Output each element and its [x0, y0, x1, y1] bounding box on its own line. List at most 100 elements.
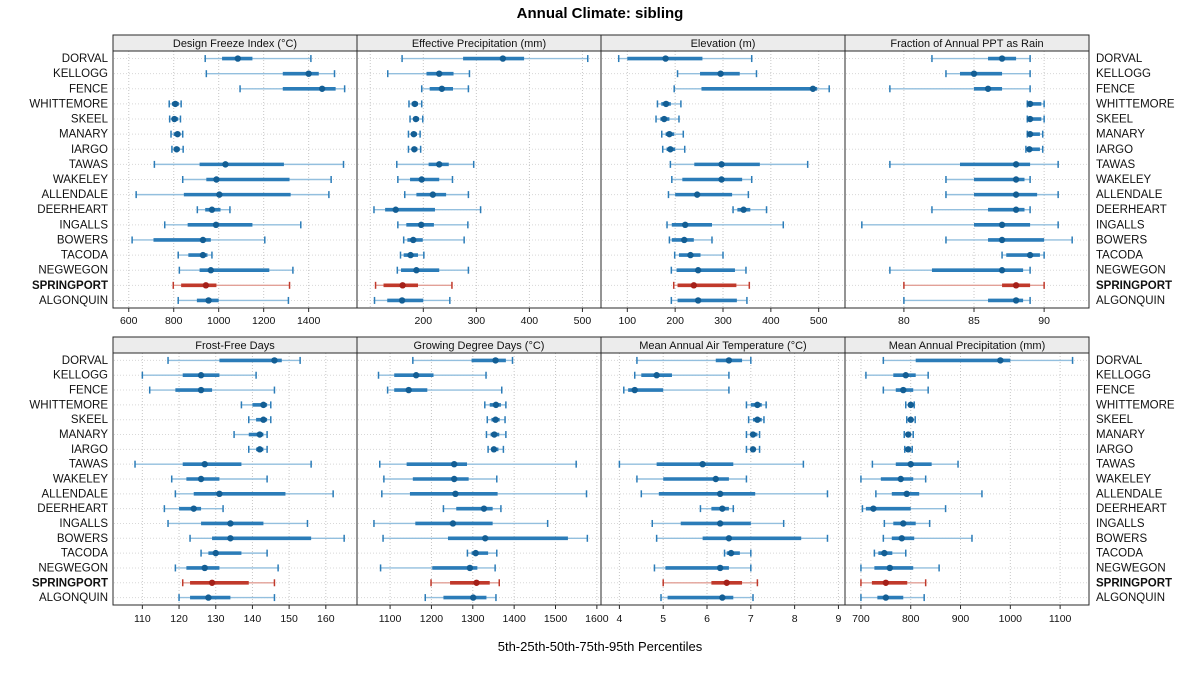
median-dot [881, 549, 888, 557]
median-dot [482, 535, 489, 542]
median-dot [492, 416, 499, 423]
median-dot [205, 297, 212, 304]
median-dot [472, 549, 479, 557]
series-tacoda [1001, 251, 1045, 259]
series-ingalls [651, 519, 785, 527]
series-manary [903, 431, 914, 439]
tick-label: 400 [762, 315, 780, 327]
site-label-right-tawas: TAWAS [1096, 159, 1136, 171]
median-dot [173, 146, 180, 153]
series-skeel [747, 416, 765, 424]
series-deerheart [861, 505, 947, 513]
tick-label: 800 [902, 613, 920, 625]
tick-label: 600 [120, 315, 138, 327]
site-label-right-kellogg: KELLOGG [1096, 68, 1151, 80]
median-dot [725, 535, 733, 542]
median-dot [260, 416, 267, 423]
tick-label: 200 [415, 315, 433, 327]
median-dot [490, 446, 498, 453]
series-fence [882, 386, 929, 394]
median-dot [717, 70, 724, 77]
site-label-right-iargo: IARGO [1096, 444, 1133, 456]
series-fence [889, 85, 1031, 93]
median-dot [718, 161, 725, 168]
median-dot [900, 520, 907, 527]
median-dot [399, 282, 406, 289]
series-algonquin [178, 594, 276, 602]
series-algonquin [903, 296, 1031, 304]
panel-header-title: Effective Precipitation (mm) [412, 38, 546, 50]
series-kellogg [387, 70, 471, 78]
median-dot [201, 564, 208, 572]
median-dot [809, 85, 817, 92]
site-label-left-wakeley: WAKELEY [53, 174, 109, 186]
series-deerheart [699, 505, 735, 513]
series-springport [672, 281, 751, 289]
median-dot [653, 372, 660, 379]
panel-mean-annual-precipitation-mm: 700 800 900 1000 1100 Mean Annual Precipitati… [844, 336, 1090, 625]
site-label-right-skeel: SKEEL [1096, 114, 1134, 126]
series-whittemore [168, 100, 182, 108]
site-label-left-tacoda: TACODA [61, 548, 108, 560]
series-manary [661, 130, 685, 138]
tick-label: 110 [134, 613, 151, 625]
series-tacoda [723, 549, 752, 557]
site-label-right-allendale: ALLENDALE [1096, 488, 1163, 500]
series-tawas [669, 160, 809, 168]
tick-label: 500 [574, 315, 592, 327]
median-dot [212, 549, 219, 557]
panel-frost-free-days: 110 120 130 140 150 160 Frost-Free Days [112, 336, 358, 625]
series-springport [662, 579, 759, 587]
panel-header-title: Growing Degree Days (°C) [414, 340, 545, 352]
tick-label: 1200 [252, 315, 276, 327]
series-iargo [171, 145, 184, 153]
site-label-right-dorval: DORVAL [1096, 53, 1143, 65]
series-tawas [134, 460, 312, 468]
series-whittemore [240, 401, 272, 409]
series-kellogg [865, 371, 929, 379]
chart-title: Annual Climate: sibling [516, 5, 684, 22]
median-dot [411, 100, 419, 108]
series-dorval [204, 55, 312, 63]
median-dot [1012, 191, 1020, 198]
series-iargo [745, 445, 761, 453]
median-dot [907, 460, 914, 468]
series-skeel [409, 115, 424, 123]
median-dot [727, 549, 735, 557]
series-algonquin [177, 296, 290, 304]
median-dot [473, 579, 480, 586]
median-dot [1026, 251, 1034, 259]
series-wakeley [383, 475, 498, 483]
series-fence [239, 85, 346, 93]
series-tacoda [466, 549, 498, 557]
tick-label: 1100 [1049, 613, 1072, 625]
series-manary [485, 431, 507, 439]
series-skeel [248, 416, 272, 424]
median-dot [418, 176, 425, 183]
series-dorval [401, 55, 589, 63]
tick-label: 85 [968, 315, 980, 327]
series-ingalls [163, 221, 302, 229]
series-dorval [617, 55, 753, 63]
median-dot [202, 282, 210, 289]
tick-label: 4 [616, 613, 622, 625]
series-skeel [905, 416, 916, 424]
site-label-right-kellogg: KELLOGG [1096, 370, 1151, 382]
median-dot [998, 221, 1006, 229]
median-dot [667, 146, 674, 153]
series-bowers [382, 534, 589, 542]
series-fence [673, 85, 830, 93]
median-dot [491, 431, 498, 438]
series-ingalls [397, 221, 469, 229]
median-dot [1026, 115, 1034, 123]
median-dot [411, 146, 418, 153]
median-dot [897, 475, 904, 483]
series-negwegon [396, 266, 470, 274]
tick-label: 900 [952, 613, 970, 625]
series-manary [233, 431, 268, 439]
tick-label: 1200 [420, 613, 444, 625]
tick-label: 1600 [585, 613, 609, 625]
median-dot [681, 236, 688, 244]
site-label-right-dorval: DORVAL [1096, 355, 1143, 367]
series-negwegon [889, 266, 1031, 274]
